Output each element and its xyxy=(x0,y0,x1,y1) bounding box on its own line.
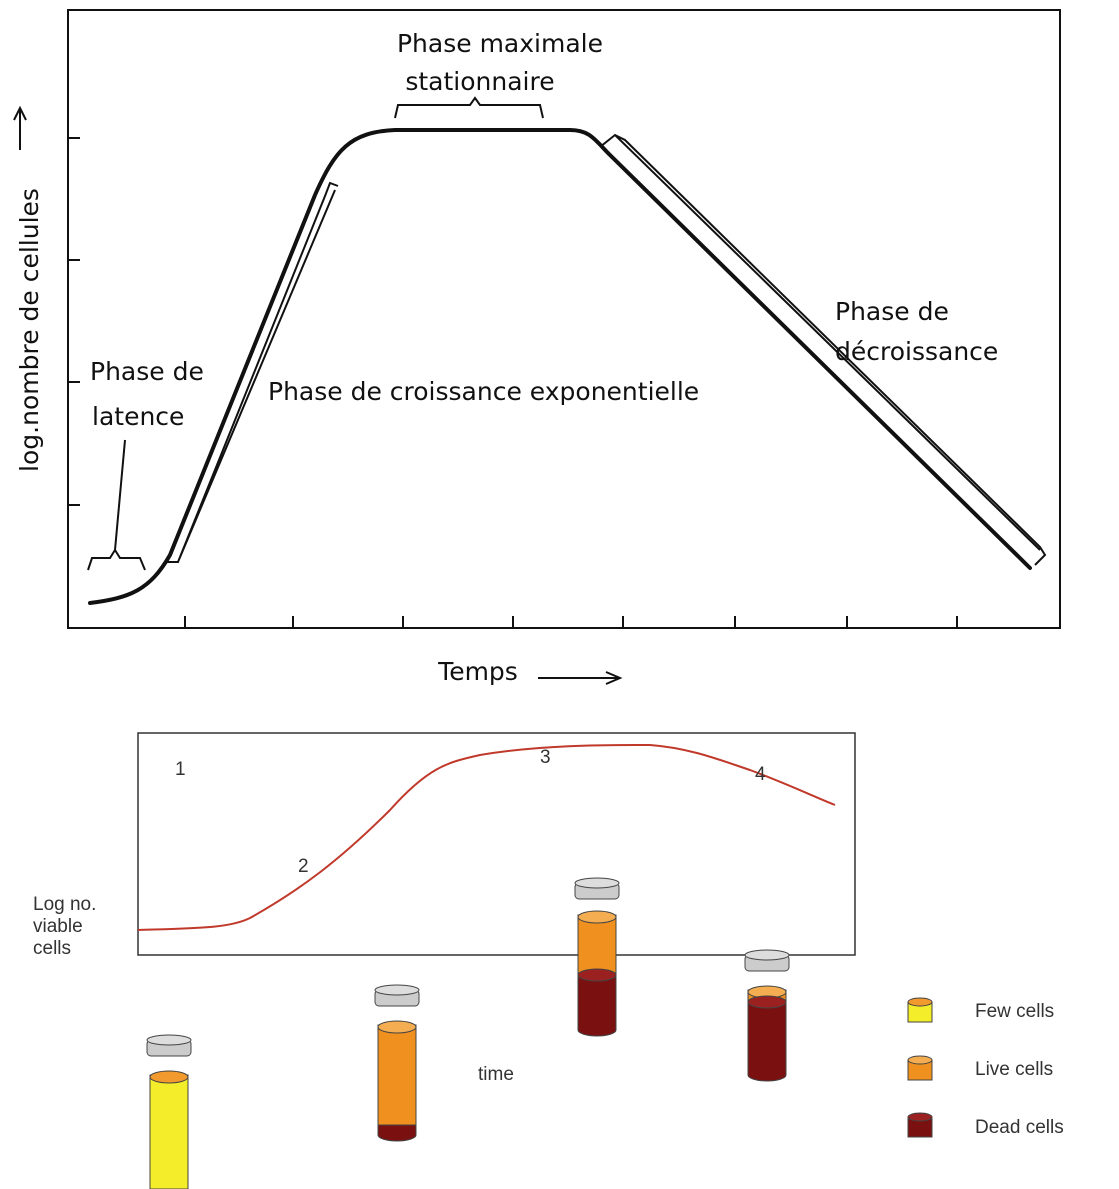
stage-label: 1 xyxy=(175,759,186,780)
y-arrow xyxy=(13,105,27,150)
phase-label: latence xyxy=(92,402,184,431)
phase-label: Phase de xyxy=(835,297,949,326)
tube xyxy=(374,984,420,1142)
frame xyxy=(137,732,856,956)
y-axis-label: cells xyxy=(33,938,71,959)
x-arrow xyxy=(538,671,623,685)
x-axis-label: Temps xyxy=(437,657,518,686)
legend-label: Live cells xyxy=(975,1059,1053,1080)
growth-curve xyxy=(88,128,1032,605)
legend-label: Few cells xyxy=(975,1001,1054,1022)
lag-bracket xyxy=(87,439,146,571)
ticks xyxy=(68,137,958,628)
exponential-bracket xyxy=(165,181,339,563)
stage-label: 3 xyxy=(540,747,551,768)
growth-curve xyxy=(137,743,836,931)
phase-label: stationnaire xyxy=(405,67,554,96)
legend-label: Dead cells xyxy=(975,1117,1064,1138)
stage-label: 4 xyxy=(755,764,766,785)
decline-bracket xyxy=(599,133,1047,566)
frame xyxy=(67,9,1061,629)
tube xyxy=(146,1034,192,1189)
bottom-diagram: 1 2 3 4 Log no. viable cells time xyxy=(33,732,1064,1189)
top-diagram: log.nombre de cellules Temps Phase maxim… xyxy=(13,9,1061,686)
phase-label: Phase de croissance exponentielle xyxy=(268,377,699,406)
phase-label: Phase maximale xyxy=(397,29,603,58)
y-axis-label: viable xyxy=(33,916,83,937)
x-axis-label: time xyxy=(478,1064,514,1085)
y-axis-label: log.nombre de cellules xyxy=(15,188,44,472)
y-axis-label: Log no. xyxy=(33,894,96,915)
tube xyxy=(574,877,620,1037)
tube xyxy=(744,949,790,1082)
phase-label: décroissance xyxy=(835,337,998,366)
phase-label: Phase de xyxy=(90,357,204,386)
legend xyxy=(907,997,933,1138)
stationary-bracket xyxy=(394,96,544,119)
stage-label: 2 xyxy=(298,856,309,877)
